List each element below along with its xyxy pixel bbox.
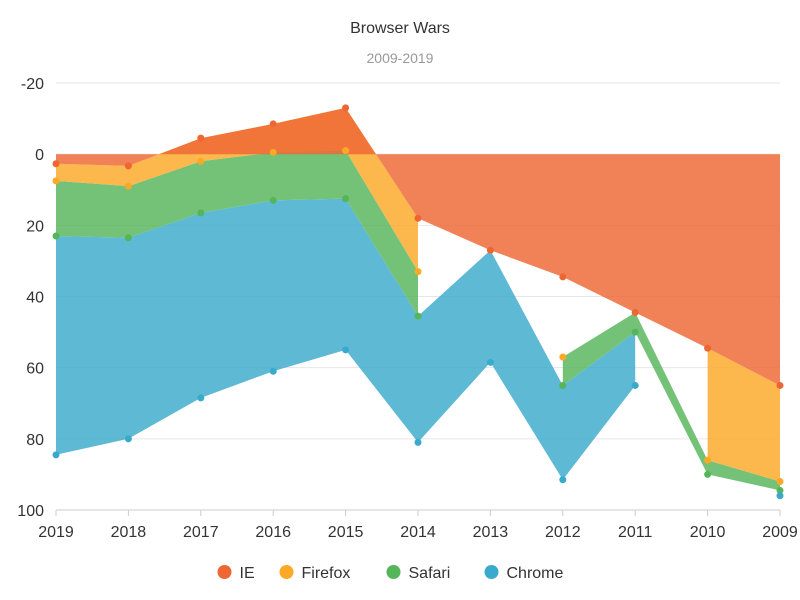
legend-label: Chrome: [507, 565, 564, 582]
point-firefox[interactable]: [559, 353, 567, 361]
point-ie[interactable]: [559, 273, 567, 281]
point-firefox[interactable]: [414, 268, 422, 276]
point-safari[interactable]: [776, 486, 784, 494]
point-chrome[interactable]: [559, 476, 567, 484]
point-firefox[interactable]: [124, 182, 132, 190]
x-tick-label: 2017: [183, 524, 219, 541]
point-safari[interactable]: [52, 232, 60, 240]
x-tick-label: 2018: [111, 524, 147, 541]
point-safari[interactable]: [631, 328, 639, 336]
point-chrome[interactable]: [197, 394, 205, 402]
point-firefox[interactable]: [197, 157, 205, 165]
x-tick-label: 2010: [690, 524, 726, 541]
plot-areas: [56, 107, 780, 491]
point-chrome[interactable]: [776, 492, 784, 500]
area-ie: [56, 107, 780, 386]
area-safari: [56, 150, 418, 317]
y-tick-label: -20: [21, 76, 44, 93]
x-tick-label: 2016: [255, 524, 291, 541]
legend-item-firefox[interactable]: Firefox: [279, 565, 351, 582]
point-ie[interactable]: [414, 214, 422, 222]
chart-subtitle: 2009-2019: [367, 50, 434, 66]
point-ie[interactable]: [269, 120, 277, 128]
point-safari[interactable]: [342, 195, 350, 203]
legend-label: IE: [240, 565, 255, 582]
legend-item-ie[interactable]: IE: [217, 565, 255, 582]
legend-swatch: [484, 565, 499, 579]
point-safari[interactable]: [414, 312, 422, 320]
point-safari[interactable]: [269, 196, 277, 204]
point-firefox[interactable]: [52, 177, 60, 185]
y-tick-label: 20: [26, 218, 44, 235]
point-ie[interactable]: [342, 104, 350, 112]
plot-points: [52, 104, 784, 500]
point-firefox[interactable]: [776, 478, 784, 486]
point-ie[interactable]: [776, 381, 784, 389]
area-safari: [562, 312, 780, 491]
x-tick-label: 2013: [473, 524, 509, 541]
x-tick-label: 2015: [328, 524, 364, 541]
legend-item-safari[interactable]: Safari: [386, 565, 451, 582]
point-safari[interactable]: [197, 209, 205, 217]
point-safari[interactable]: [704, 470, 712, 478]
y-tick-label: 40: [26, 290, 44, 307]
point-ie[interactable]: [631, 309, 639, 317]
point-ie[interactable]: [52, 160, 60, 168]
legend-label: Firefox: [302, 565, 351, 582]
legend-swatch: [386, 565, 401, 579]
x-tick-label: 2014: [400, 524, 436, 541]
axes: -20 0 20 40 60 80 100 2019 2018 2017 2016 2015 2014 2…: [17, 76, 798, 541]
y-tick-label: 0: [35, 147, 44, 164]
y-tick-label: 60: [26, 361, 44, 378]
legend-swatch: [217, 565, 232, 579]
point-safari[interactable]: [124, 234, 132, 242]
x-tick-label: 2012: [545, 524, 581, 541]
point-firefox[interactable]: [704, 456, 712, 464]
legend: IE Firefox Safari Chrome: [217, 565, 564, 582]
point-chrome[interactable]: [342, 346, 350, 354]
point-chrome[interactable]: [52, 451, 60, 459]
y-tick-label: 100: [17, 503, 44, 520]
x-tick-label: 2019: [38, 524, 74, 541]
point-ie[interactable]: [704, 344, 712, 352]
legend-swatch: [279, 565, 294, 579]
x-tick-label: 2011: [618, 524, 653, 541]
point-ie[interactable]: [486, 246, 494, 254]
point-ie[interactable]: [197, 134, 205, 142]
chart-title: Browser Wars: [350, 20, 450, 37]
point-firefox[interactable]: [342, 147, 350, 155]
point-ie[interactable]: [124, 162, 132, 170]
point-firefox[interactable]: [269, 148, 277, 156]
point-chrome[interactable]: [631, 381, 639, 389]
y-tick-label: 80: [26, 432, 44, 449]
area-firefox: [707, 348, 780, 482]
area-chrome: [56, 198, 636, 480]
point-chrome[interactable]: [269, 367, 277, 375]
x-tick-label: 2009: [762, 524, 798, 541]
point-chrome[interactable]: [486, 358, 494, 366]
legend-label: Safari: [409, 565, 451, 582]
point-safari[interactable]: [559, 381, 567, 389]
legend-item-chrome[interactable]: Chrome: [484, 565, 564, 582]
point-chrome[interactable]: [124, 435, 132, 443]
point-chrome[interactable]: [414, 438, 422, 446]
